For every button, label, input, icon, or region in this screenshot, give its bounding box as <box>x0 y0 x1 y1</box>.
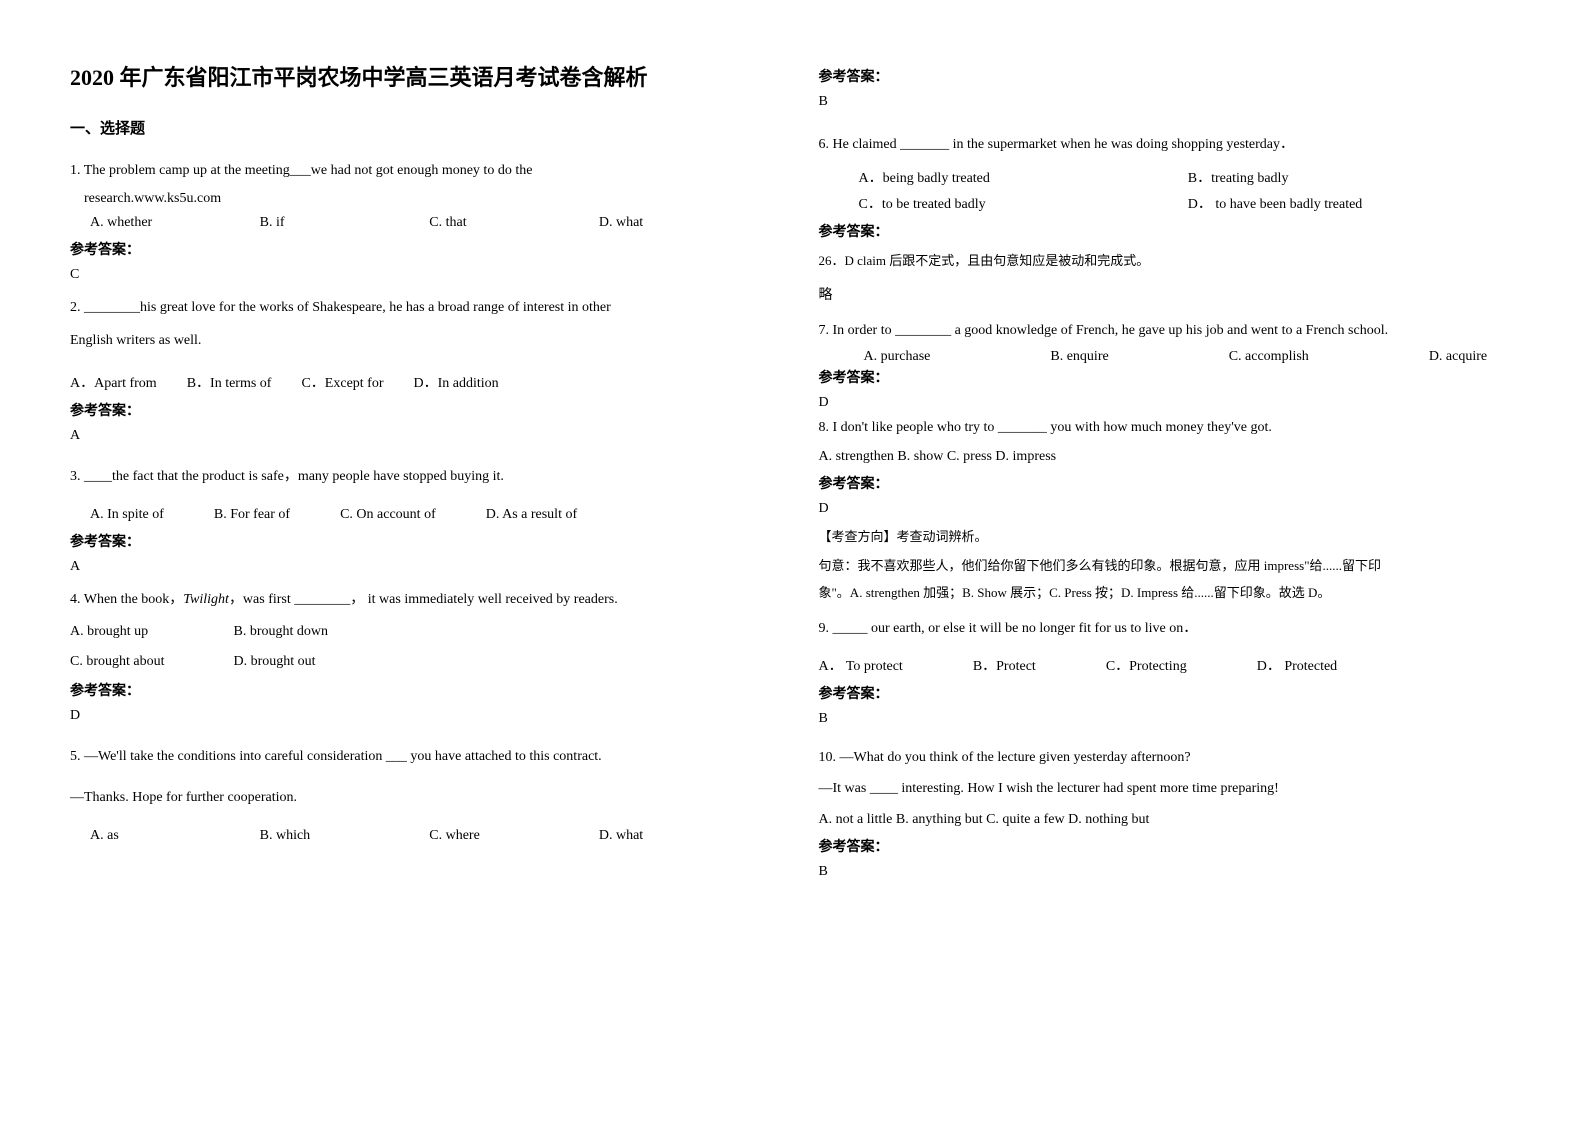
answer-label-2: 参考答案： <box>70 400 769 420</box>
q4-answer: D <box>70 708 769 724</box>
q1-opt-c: C. that <box>429 215 599 231</box>
question-5-extra: —Thanks. Hope for further cooperation. <box>70 785 769 810</box>
question-1-options: A. whether B. if C. that D. what <box>90 215 769 231</box>
q9-opt-a: A． To protect <box>819 655 903 675</box>
q5-opt-c: C. where <box>429 828 599 844</box>
question-4-options-row2: C. brought about D. brought out <box>70 654 769 670</box>
answer-label-1: 参考答案： <box>70 239 769 259</box>
question-7-text: 7. In order to ________ a good knowledge… <box>819 318 1518 343</box>
q2-opt-c: C．Except for <box>301 372 383 392</box>
question-5-text: 5. —We'll take the conditions into caref… <box>70 744 769 769</box>
question-10-extra: —It was ____ interesting. How I wish the… <box>819 776 1518 801</box>
q5-answer: B <box>819 94 1518 110</box>
question-3-text: 3. ____the fact that the product is safe… <box>70 464 769 489</box>
q3-opt-c: C. On account of <box>340 507 436 523</box>
question-10-text: 10. —What do you think of the lecture gi… <box>819 745 1518 770</box>
q8-expl1: 句意：我不喜欢那些人，他们给你留下他们多么有钱的印象。根据句意，应用 impre… <box>819 554 1518 579</box>
question-9-text: 9. _____ our earth, or else it will be n… <box>819 616 1518 641</box>
q4-opt-a: A. brought up <box>70 624 230 640</box>
q2-opt-a: A．Apart from <box>70 372 157 392</box>
q7-opt-c: C. accomplish <box>1229 349 1309 365</box>
q4-pre: 4. When the book， <box>70 592 183 607</box>
q7-opt-a: A. purchase <box>864 349 931 365</box>
q4-opt-b: B. brought down <box>234 624 329 639</box>
answer-label-3: 参考答案： <box>70 531 769 551</box>
question-8-options: A. strengthen B. show C. press D. impres… <box>819 444 1518 469</box>
q6-answer: 略 <box>819 284 1518 304</box>
question-1-extra: research.www.ks5u.com <box>84 191 769 207</box>
answer-label-7: 参考答案： <box>819 367 1518 387</box>
q6-explanation: 26．D claim 后跟不定式，且由句意知应是被动和完成式。 <box>819 249 1518 274</box>
question-5-options: A. as B. which C. where D. what <box>90 828 769 844</box>
q4-opt-d: D. brought out <box>234 654 316 669</box>
question-7-options: A. purchase B. enquire C. accomplish D. … <box>864 349 1518 365</box>
question-10-options: A. not a little B. anything but C. quite… <box>819 807 1518 832</box>
question-3-options: A. In spite of B. For fear of C. On acco… <box>90 507 769 523</box>
question-1-text: 1. The problem camp up at the meeting___… <box>70 158 769 183</box>
q4-post: ，was first ________， it was immediately … <box>229 592 618 607</box>
q6-opt-c: C．to be treated badly <box>859 193 1188 213</box>
answer-label-8: 参考答案： <box>819 473 1518 493</box>
q7-opt-b: B. enquire <box>1050 349 1108 365</box>
q5-opt-d: D. what <box>599 828 769 844</box>
q9-answer: B <box>819 711 1518 727</box>
question-8-text: 8. I don't like people who try to ______… <box>819 415 1518 440</box>
question-2-text: 2. ________his great love for the works … <box>70 295 769 320</box>
q8-answer: D <box>819 501 1518 517</box>
question-4-text: 4. When the book，Twilight，was first ____… <box>70 587 769 612</box>
q4-opt-c: C. brought about <box>70 654 230 670</box>
q5-opt-b: B. which <box>260 828 430 844</box>
q4-italic: Twilight <box>183 592 229 607</box>
q1-answer: C <box>70 267 769 283</box>
q9-opt-b: B．Protect <box>973 655 1036 675</box>
question-2-extra: English writers as well. <box>70 328 769 353</box>
answer-label-6: 参考答案： <box>819 221 1518 241</box>
question-4-options-row1: A. brought up B. brought down <box>70 624 769 640</box>
page-title: 2020 年广东省阳江市平岗农场中学高三英语月考试卷含解析 <box>70 60 769 92</box>
q3-opt-d: D. As a result of <box>486 507 577 523</box>
left-column: 2020 年广东省阳江市平岗农场中学高三英语月考试卷含解析 一、选择题 1. T… <box>70 60 769 1062</box>
q1-opt-a: A. whether <box>90 215 260 231</box>
answer-label-9: 参考答案： <box>819 683 1518 703</box>
question-9-options: A． To protect B．Protect C．Protecting D． … <box>819 655 1518 675</box>
q6-opt-a: A．being badly treated <box>859 167 1188 187</box>
q2-answer: A <box>70 428 769 444</box>
q2-opt-b: B．In terms of <box>187 372 272 392</box>
answer-label-5: 参考答案： <box>819 66 1518 86</box>
question-6-options-r1: A．being badly treated B．treating badly <box>859 167 1518 187</box>
q3-opt-a: A. In spite of <box>90 507 164 523</box>
q6-opt-b: B．treating badly <box>1188 167 1517 187</box>
answer-label-4: 参考答案： <box>70 680 769 700</box>
q3-answer: A <box>70 559 769 575</box>
right-column: 参考答案： B 6. He claimed _______ in the sup… <box>819 60 1518 1062</box>
answer-label-10: 参考答案： <box>819 836 1518 856</box>
question-6-text: 6. He claimed _______ in the supermarket… <box>819 132 1518 157</box>
q8-expl2: 象"。A. strengthen 加强；B. Show 展示；C. Press … <box>819 581 1518 606</box>
q10-answer: B <box>819 864 1518 880</box>
section-label: 一、选择题 <box>70 117 769 138</box>
q7-answer: D <box>819 395 1518 411</box>
q8-expl-heading: 【考查方向】考查动词辨析。 <box>819 525 1518 550</box>
q9-opt-d: D． Protected <box>1257 655 1337 675</box>
question-6-options-r2: C．to be treated badly D． to have been ba… <box>859 193 1518 213</box>
question-2-options: A．Apart from B．In terms of C．Except for … <box>70 372 769 392</box>
q6-opt-d: D． to have been badly treated <box>1188 193 1517 213</box>
q1-opt-b: B. if <box>260 215 430 231</box>
q3-opt-b: B. For fear of <box>214 507 290 523</box>
q9-opt-c: C．Protecting <box>1106 655 1187 675</box>
q7-opt-d: D. acquire <box>1429 349 1487 365</box>
q5-opt-a: A. as <box>90 828 260 844</box>
q2-opt-d: D．In addition <box>414 372 499 392</box>
q1-opt-d: D. what <box>599 215 769 231</box>
